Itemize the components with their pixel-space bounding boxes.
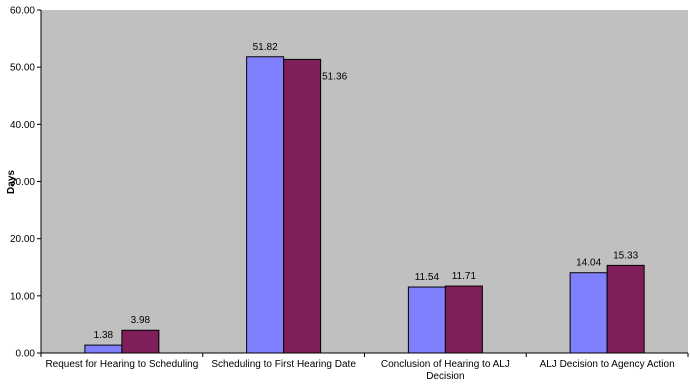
data-label: 14.04 [576,258,601,269]
data-label: 51.36 [322,71,347,82]
y-tick-label: 60.00 [10,6,35,17]
bar-series-1 [246,56,285,354]
y-axis-ticks: 0.00 10.00 20.00 30.00 40.00 50.00 60.00 [10,6,41,360]
x-tick-label: Request for Hearing to Scheduling [45,359,198,370]
y-tick-label: 20.00 [10,234,35,245]
x-tick-label: Scheduling to First Hearing Date [211,359,356,370]
data-label: 3.98 [131,315,151,326]
data-label: 1.38 [94,330,114,341]
data-label: 11.54 [415,272,440,283]
bar-series-1 [84,344,123,354]
y-axis-title: Days [6,170,17,194]
bars-group [84,56,645,354]
data-label: 51.82 [253,42,278,53]
bar-series-2 [444,285,483,354]
bar-series-1 [569,272,608,354]
data-label: 11.71 [452,271,477,282]
x-axis-ticks: Request for Hearing to Scheduling Schedul… [40,353,689,382]
data-labels-group: 1.38 51.82 11.54 14.04 3.98 51.36 11.71 15.33 [94,42,639,341]
y-tick-label: 10.00 [10,291,35,302]
x-tick-label: Decision [426,371,464,382]
bar-series-2 [121,329,160,354]
y-tick-label: 0.00 [16,349,36,360]
data-label: 15.33 [613,250,638,261]
bar-series-1 [407,286,446,354]
bar-series-2 [606,264,645,354]
x-tick-label: Conclusion of Hearing to ALJ [381,359,510,370]
y-tick-label: 50.00 [10,63,35,74]
x-tick-label: ALJ Decision to Agency Action [540,359,675,370]
y-tick-label: 30.00 [10,177,35,188]
bar-series-2 [283,58,322,354]
y-tick-label: 40.00 [10,120,35,131]
